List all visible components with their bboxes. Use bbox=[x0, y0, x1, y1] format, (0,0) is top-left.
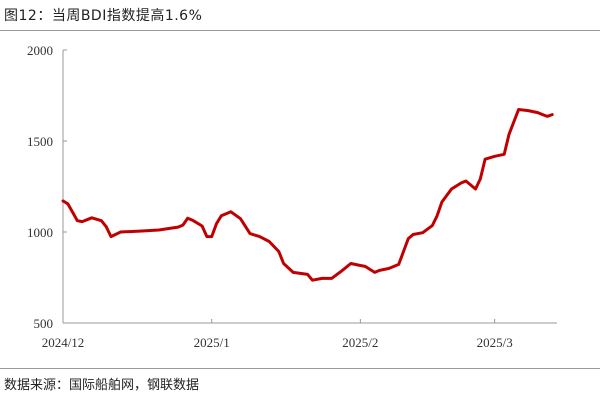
y-tick-label: 1500 bbox=[27, 134, 53, 149]
bdi-series-line bbox=[61, 108, 554, 282]
chart-title: 图12：当周BDI指数提高1.6% bbox=[4, 8, 203, 24]
x-tick-label: 2024/12 bbox=[42, 335, 85, 350]
y-tick-label: 500 bbox=[34, 316, 54, 331]
x-tick-label: 2025/1 bbox=[194, 335, 230, 350]
footer-divider bbox=[0, 368, 600, 369]
data-source: 数据来源：国际船舶网，钢联数据 bbox=[4, 378, 200, 393]
x-tick-label: 2025/2 bbox=[342, 335, 378, 350]
y-tick-label: 2000 bbox=[27, 43, 53, 58]
x-tick-label: 2025/3 bbox=[477, 335, 513, 350]
y-tick-label: 1000 bbox=[27, 225, 53, 240]
header-divider bbox=[0, 30, 600, 31]
